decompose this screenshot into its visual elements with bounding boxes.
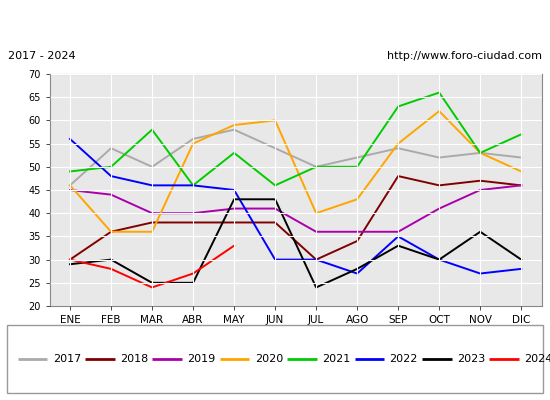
Text: Evolucion del paro registrado en Cortes de Pallás: Evolucion del paro registrado en Cortes … (87, 13, 463, 29)
Text: 2021: 2021 (322, 354, 350, 364)
Text: 2024: 2024 (524, 354, 550, 364)
Text: 2019: 2019 (188, 354, 216, 364)
Text: http://www.foro-ciudad.com: http://www.foro-ciudad.com (387, 51, 542, 61)
Text: 2020: 2020 (255, 354, 283, 364)
Text: 2022: 2022 (389, 354, 418, 364)
Text: 2017: 2017 (53, 354, 81, 364)
Text: 2017 - 2024: 2017 - 2024 (8, 51, 76, 61)
Text: 2018: 2018 (120, 354, 148, 364)
Text: 2023: 2023 (457, 354, 485, 364)
